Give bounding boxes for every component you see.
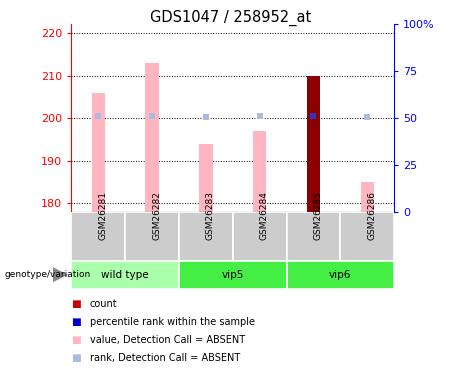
Bar [361, 182, 374, 212]
Text: rank, Detection Call = ABSENT: rank, Detection Call = ABSENT [90, 353, 240, 363]
Bar [287, 261, 394, 289]
Bar [71, 261, 179, 289]
Text: ■: ■ [71, 317, 81, 327]
Bar [340, 212, 394, 261]
Text: count: count [90, 299, 118, 309]
Bar [92, 93, 105, 212]
Bar [199, 144, 213, 212]
Text: GSM26284: GSM26284 [260, 191, 269, 240]
Text: ■: ■ [71, 299, 81, 309]
Text: ■: ■ [71, 335, 81, 345]
Bar [125, 212, 179, 261]
Text: GDS1047 / 258952_at: GDS1047 / 258952_at [150, 9, 311, 26]
Text: ■: ■ [71, 353, 81, 363]
Text: GSM26281: GSM26281 [98, 191, 107, 240]
Text: GSM26283: GSM26283 [206, 191, 215, 240]
Text: genotype/variation: genotype/variation [5, 270, 91, 279]
Bar [145, 63, 159, 212]
Text: value, Detection Call = ABSENT: value, Detection Call = ABSENT [90, 335, 245, 345]
Text: GSM26285: GSM26285 [313, 191, 323, 240]
Text: percentile rank within the sample: percentile rank within the sample [90, 317, 255, 327]
Text: vip6: vip6 [329, 270, 352, 280]
Bar [307, 75, 320, 212]
Text: GSM26286: GSM26286 [367, 191, 376, 240]
Bar [287, 212, 340, 261]
Bar [307, 75, 320, 212]
Bar [233, 212, 287, 261]
Text: vip5: vip5 [222, 270, 244, 280]
Bar [253, 131, 266, 212]
Bar [71, 212, 125, 261]
Bar [179, 212, 233, 261]
Polygon shape [53, 267, 68, 282]
Text: wild type: wild type [101, 270, 149, 280]
Text: GSM26282: GSM26282 [152, 191, 161, 240]
Bar [179, 261, 287, 289]
